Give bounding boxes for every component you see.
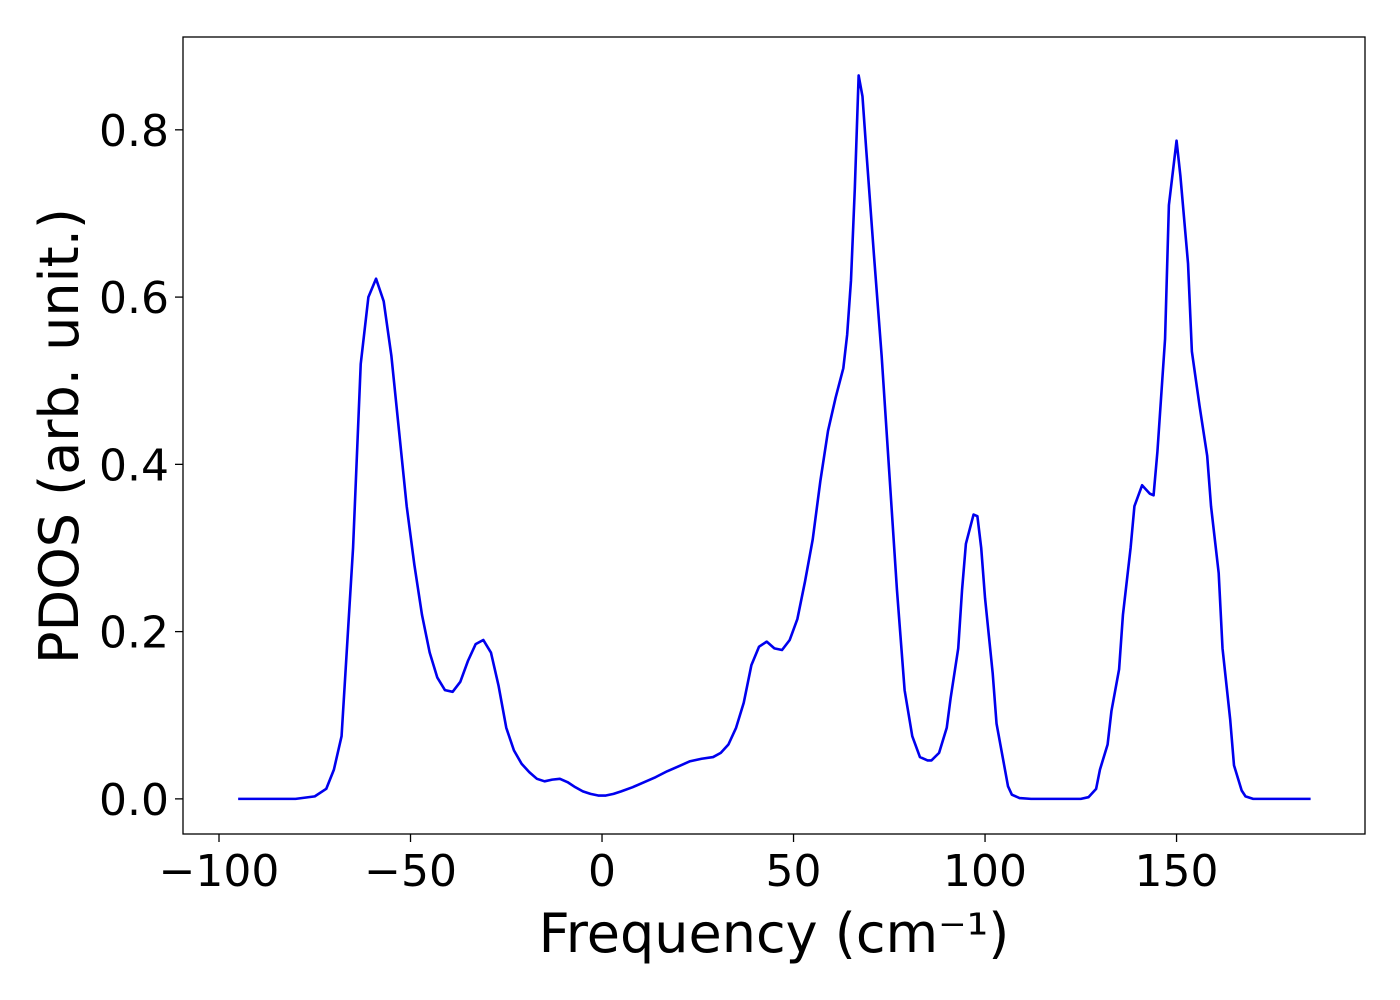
- y-tick-label: 0.4: [99, 440, 169, 491]
- x-axis-label: Frequency (cm⁻¹): [539, 902, 1010, 965]
- data-line: [238, 74, 1311, 801]
- y-tick-label: 0.2: [99, 608, 169, 659]
- y-axis-label: PDOS (arb. unit.): [28, 208, 91, 664]
- y-tick-label: 0.6: [99, 273, 169, 324]
- plot-frame: [182, 36, 1366, 835]
- x-tick-label: 150: [1135, 846, 1219, 897]
- x-tick-label: 0: [588, 846, 616, 897]
- x-tick-label: −50: [364, 846, 457, 897]
- x-tick-label: −100: [159, 846, 280, 897]
- y-tick-label: 0.0: [99, 775, 169, 826]
- x-tick-label: 100: [943, 846, 1027, 897]
- x-tick-label: 50: [766, 846, 822, 897]
- y-tick-label: 0.8: [99, 106, 169, 157]
